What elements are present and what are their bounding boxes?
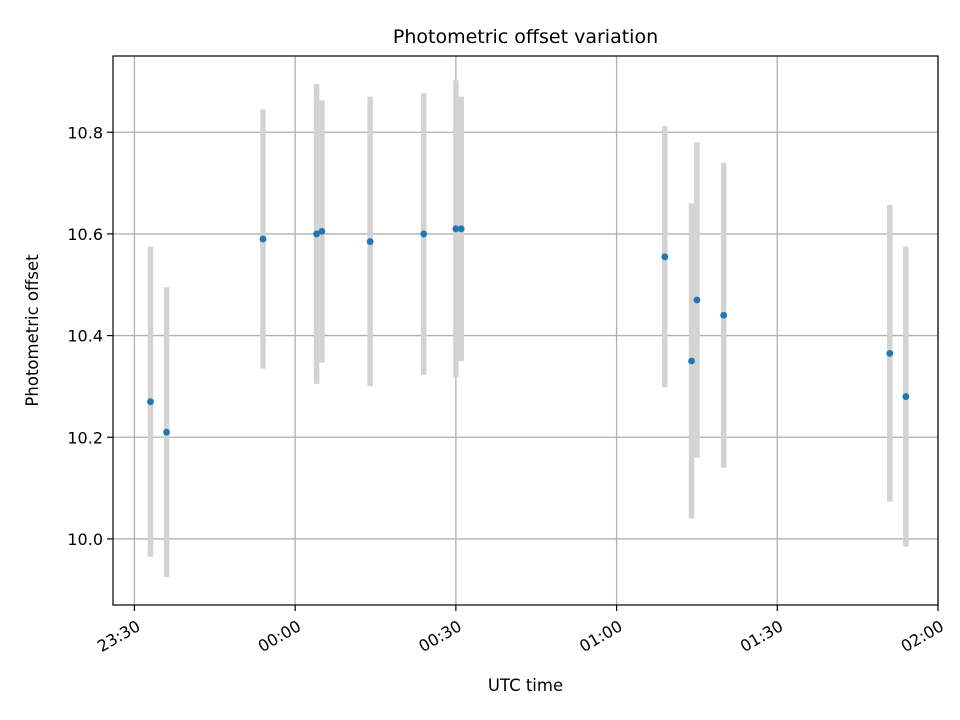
y-tick-label: 10.6 xyxy=(67,225,103,244)
data-point xyxy=(420,230,428,238)
data-point xyxy=(902,393,910,400)
y-tick-label: 10.4 xyxy=(67,327,103,346)
data-point xyxy=(318,227,326,235)
y-tick-label: 10.8 xyxy=(67,123,103,142)
data-point xyxy=(366,238,374,245)
data-point xyxy=(163,428,170,436)
y-tick-label: 10.2 xyxy=(67,428,103,447)
data-point xyxy=(457,225,465,233)
plot-frame xyxy=(112,55,939,606)
data-point xyxy=(886,349,894,357)
data-point xyxy=(661,253,669,261)
data-point xyxy=(452,225,460,233)
data-point xyxy=(259,235,267,243)
chart-title: Photometric offset variation xyxy=(393,26,658,48)
y-tick-label: 10.0 xyxy=(67,530,103,549)
data-point xyxy=(688,357,695,365)
y-axis-label: Photometric offset xyxy=(23,254,42,407)
data-point xyxy=(313,230,320,238)
data-points xyxy=(147,225,910,436)
data-point xyxy=(720,311,728,319)
data-point xyxy=(693,296,701,304)
x-axis-label: UTC time xyxy=(488,676,563,695)
y-axis-ticks: 10.0 10.2 10.4 10.6 10.8 xyxy=(67,123,113,549)
data-point xyxy=(147,398,154,406)
